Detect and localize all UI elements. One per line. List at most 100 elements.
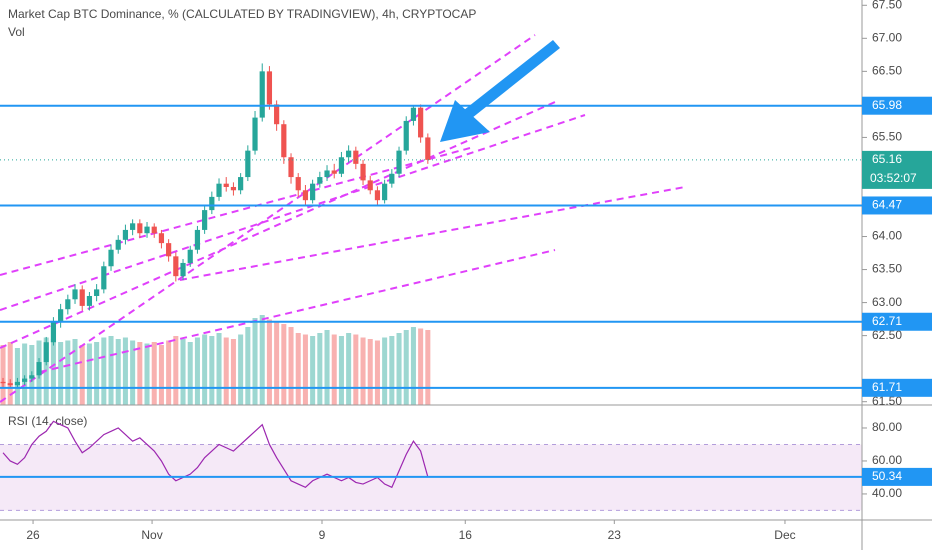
candle-body <box>223 183 229 187</box>
candle-body <box>367 180 373 191</box>
candle-body <box>259 71 265 118</box>
volume-bar <box>180 339 186 405</box>
y-tick-label: 66.50 <box>872 64 902 78</box>
level-label: 64.47 <box>872 198 902 212</box>
rsi-tick-label: 60.00 <box>872 453 902 467</box>
volume-bar <box>288 327 294 405</box>
level-box <box>862 96 932 115</box>
volume-bar <box>158 345 164 405</box>
candle-body <box>115 239 121 250</box>
last-price-box <box>862 150 932 189</box>
x-tick-label: 9 <box>319 528 326 542</box>
rsi-title: RSI (14, close) <box>8 414 87 428</box>
trend-lines <box>0 34 686 403</box>
candle-body <box>151 226 157 234</box>
x-tick-label: Nov <box>141 528 162 542</box>
volume-bar <box>338 336 344 405</box>
candle-body <box>346 150 352 158</box>
volume-bar <box>101 337 107 405</box>
volume-bar <box>302 334 308 405</box>
x-tick-label: 23 <box>608 528 622 542</box>
volume-bar <box>396 333 402 405</box>
trend-line <box>0 34 536 403</box>
volume-bar <box>367 339 373 405</box>
y-tick-label: 65.50 <box>872 130 902 144</box>
candle-body <box>403 120 409 151</box>
volume-bar <box>216 333 222 405</box>
volume-bar <box>173 336 179 405</box>
volume-bar <box>418 328 424 405</box>
volume-bar <box>223 337 229 405</box>
candle-body <box>310 183 316 201</box>
volume-bar <box>425 330 431 405</box>
volume-bar <box>122 337 128 405</box>
candle-body <box>216 183 222 197</box>
candle-body <box>137 223 143 234</box>
candle-body <box>238 177 244 191</box>
candle-body <box>0 381 6 384</box>
candle-body <box>101 266 107 290</box>
chart-title: Market Cap BTC Dominance, % (CALCULATED … <box>8 7 476 21</box>
candle-body <box>230 186 237 191</box>
arrow-head <box>440 100 490 142</box>
volume-bar <box>7 342 13 405</box>
volume-bar <box>22 343 28 405</box>
level-label: 61.71 <box>872 380 902 394</box>
y-tick-label: 63.50 <box>872 262 902 276</box>
candle-body <box>382 183 388 201</box>
candle-body <box>274 104 280 125</box>
candle-body <box>353 150 359 164</box>
volume-bar <box>252 318 258 405</box>
volume-bar <box>58 342 64 405</box>
volume-bar <box>374 340 380 405</box>
volume-bar <box>202 334 208 405</box>
candle-body <box>338 157 345 174</box>
volume-bar <box>382 337 388 405</box>
rsi-level-box <box>862 467 932 486</box>
candle-body <box>7 383 13 386</box>
volume-bar <box>353 334 359 405</box>
trend-line <box>179 186 686 281</box>
y-tick-label: 64.00 <box>872 229 902 243</box>
candle-body <box>130 223 136 230</box>
volume-bar <box>115 339 121 405</box>
volume-bar <box>317 333 323 405</box>
y-tick-label: 62.50 <box>872 328 902 342</box>
candle-body <box>266 71 273 105</box>
volume-bar <box>410 327 416 405</box>
candle-body <box>122 229 129 240</box>
last-price-label: 65.16 <box>872 152 902 166</box>
candle-body <box>86 295 93 306</box>
volume-bar <box>130 340 136 405</box>
volume-bar <box>187 342 193 405</box>
candle-body <box>50 322 57 343</box>
volume-bar <box>295 333 301 405</box>
volume-bar <box>86 343 92 405</box>
level-box <box>862 312 932 331</box>
candle-body <box>295 177 301 191</box>
x-tick-label: Dec <box>774 528 795 542</box>
candle-body <box>410 107 417 121</box>
volume-bar <box>403 330 409 405</box>
volume-bar <box>79 345 85 405</box>
candle-body <box>187 249 193 263</box>
candle-body <box>324 170 330 178</box>
y-tick-label: 67.00 <box>872 30 902 44</box>
candle-body <box>158 233 165 244</box>
volume-label: Vol <box>8 25 25 39</box>
level-box <box>862 378 932 397</box>
volume-bar <box>230 339 236 405</box>
candle-body <box>72 289 78 300</box>
candle-body <box>65 299 71 310</box>
candle-body <box>94 289 100 296</box>
y-tick-label: 63.00 <box>872 295 902 309</box>
trend-line <box>0 101 556 349</box>
candle-body <box>180 262 186 277</box>
volume-bar <box>151 342 157 405</box>
volume-bar <box>137 342 143 405</box>
rsi-tick-label: 40.00 <box>872 486 902 500</box>
volume-bar <box>266 319 272 405</box>
x-tick-label: 26 <box>26 528 40 542</box>
trend-line <box>39 249 556 373</box>
rsi-level-label: 50.34 <box>872 469 902 483</box>
